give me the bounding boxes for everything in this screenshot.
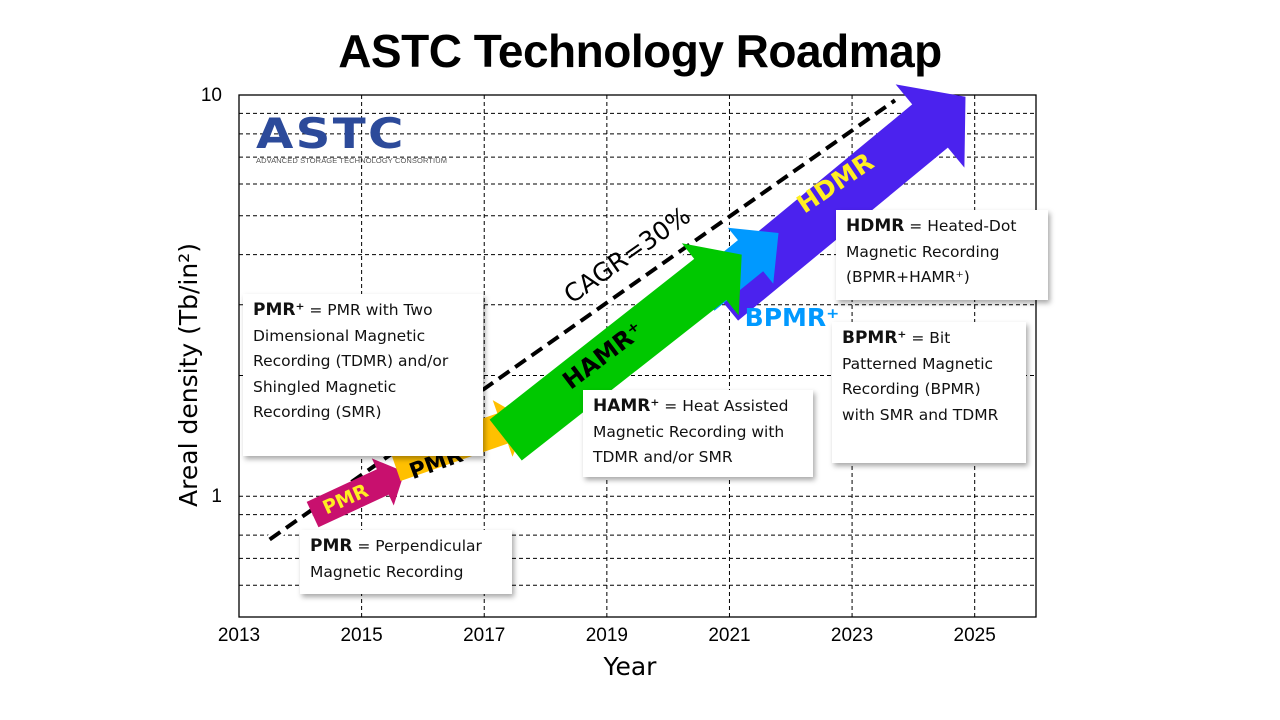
callout-text: = Bit Patterned Magnetic Recording (BPMR… bbox=[842, 329, 999, 424]
arrow-hamr-plus bbox=[489, 243, 742, 461]
callout-term: HAMR⁺ bbox=[593, 396, 660, 416]
x-tick-label: 2025 bbox=[954, 625, 996, 646]
x-tick-label: 2019 bbox=[586, 625, 628, 646]
callout-hamr-plus: HAMR⁺ = Heat Assisted Magnetic Recording… bbox=[583, 390, 813, 477]
y-axis-label: Areal density (Tb/in²) bbox=[174, 243, 203, 507]
slide-title: ASTC Technology Roadmap bbox=[338, 25, 942, 77]
x-tick-label: 2015 bbox=[340, 625, 382, 646]
callout-text: = PMR with Two Dimensional Magnetic Reco… bbox=[253, 301, 449, 421]
arrow-pmr bbox=[306, 458, 405, 528]
x-tick-label: 2023 bbox=[831, 625, 873, 646]
y-tick-label: 10 bbox=[201, 85, 222, 106]
plot-frame bbox=[238, 94, 1037, 618]
callout-pmr-plus: PMR⁺ = PMR with Two Dimensional Magnetic… bbox=[243, 294, 483, 456]
axis-ticks: 2013 2015 2017 2019 2021 2023 2025 1 10 bbox=[201, 85, 996, 646]
x-axis-label: Year bbox=[603, 652, 658, 681]
logo-subtitle: ADVANCED STORAGE TECHNOLOGY CONSORTIUM bbox=[256, 156, 448, 165]
callout-term: PMR⁺ bbox=[253, 300, 305, 320]
callout-hdmr: HDMR = Heated-Dot Magnetic Recording (BP… bbox=[836, 210, 1048, 300]
trend-line bbox=[268, 98, 897, 542]
y-tick-label: 1 bbox=[211, 486, 222, 507]
callout-term: HDMR bbox=[846, 216, 905, 236]
callout-text: = Heat Assisted Magnetic Recording with … bbox=[593, 397, 789, 466]
x-tick-label: 2021 bbox=[708, 625, 750, 646]
astc-logo: ASTC ADVANCED STORAGE TECHNOLOGY CONSORT… bbox=[256, 112, 448, 166]
callout-text: = Heated-Dot Magnetic Recording (BPMR+HA… bbox=[846, 217, 1017, 286]
callout-pmr: PMR = Perpendicular Magnetic Recording bbox=[300, 530, 512, 594]
callout-bpmr-plus: BPMR⁺ = Bit Patterned Magnetic Recording… bbox=[832, 322, 1026, 463]
label-bpmr-plus: BPMR⁺ bbox=[745, 303, 840, 332]
callout-text: = Perpendicular Magnetic Recording bbox=[310, 537, 482, 581]
callout-term: PMR bbox=[310, 536, 353, 556]
logo-text: ASTC bbox=[256, 109, 406, 158]
technology-arrows bbox=[306, 84, 966, 528]
x-tick-label: 2013 bbox=[218, 625, 260, 646]
x-tick-label: 2017 bbox=[463, 625, 505, 646]
callout-term: BPMR⁺ bbox=[842, 328, 907, 348]
